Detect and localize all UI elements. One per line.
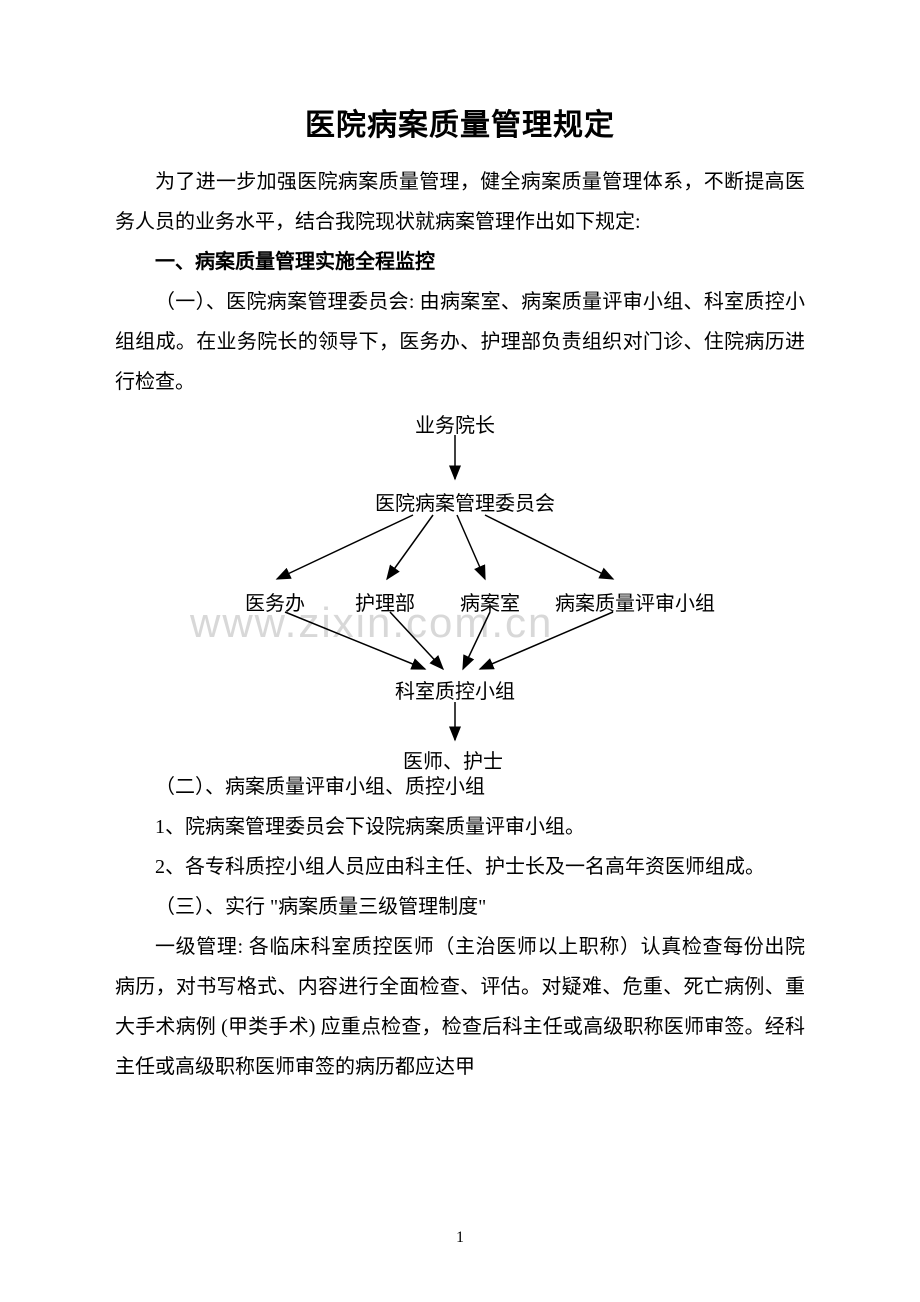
node-records-room: 病案室 [460, 587, 520, 616]
org-chart-diagram: www.zixin.com.cn 业务院长 医院病案管理委员会 医务办 护理部 … [115, 407, 805, 767]
intro-paragraph: 为了进一步加强医院病案质量管理，健全病案质量管理体系，不断提高医务人员的业务水平… [115, 162, 805, 242]
node-quality-review-group: 病案质量评审小组 [555, 587, 715, 616]
node-dept-qc-group: 科室质控小组 [395, 675, 515, 704]
section-1-paragraph-6: 一级管理: 各临床科室质控医师（主治医师以上职称）认真检查每份出院病历，对书写格… [115, 927, 805, 1087]
section-1-paragraph-4: 2、各专科质控小组人员应由科主任、护士长及一名高年资医师组成。 [115, 847, 805, 887]
section-1-paragraph-1: （一）、医院病案管理委员会: 由病案室、病案质量评审小组、科室质控小组组成。在业… [115, 282, 805, 402]
page-number: 1 [0, 1229, 920, 1247]
node-nursing-dept: 护理部 [355, 587, 415, 616]
node-hospital-committee: 医院病案管理委员会 [375, 487, 555, 516]
section-1-paragraph-3: 1、院病案管理委员会下设院病案质量评审小组。 [115, 807, 805, 847]
node-business-dean: 业务院长 [415, 409, 495, 438]
node-physician-nurse: 医师、护士 [403, 745, 503, 774]
document-title: 医院病案质量管理规定 [115, 100, 805, 144]
section-1-paragraph-5: （三）、实行 "病案质量三级管理制度" [115, 887, 805, 927]
section-1-heading: 一、病案质量管理实施全程监控 [115, 242, 805, 282]
node-medical-office: 医务办 [245, 587, 305, 616]
